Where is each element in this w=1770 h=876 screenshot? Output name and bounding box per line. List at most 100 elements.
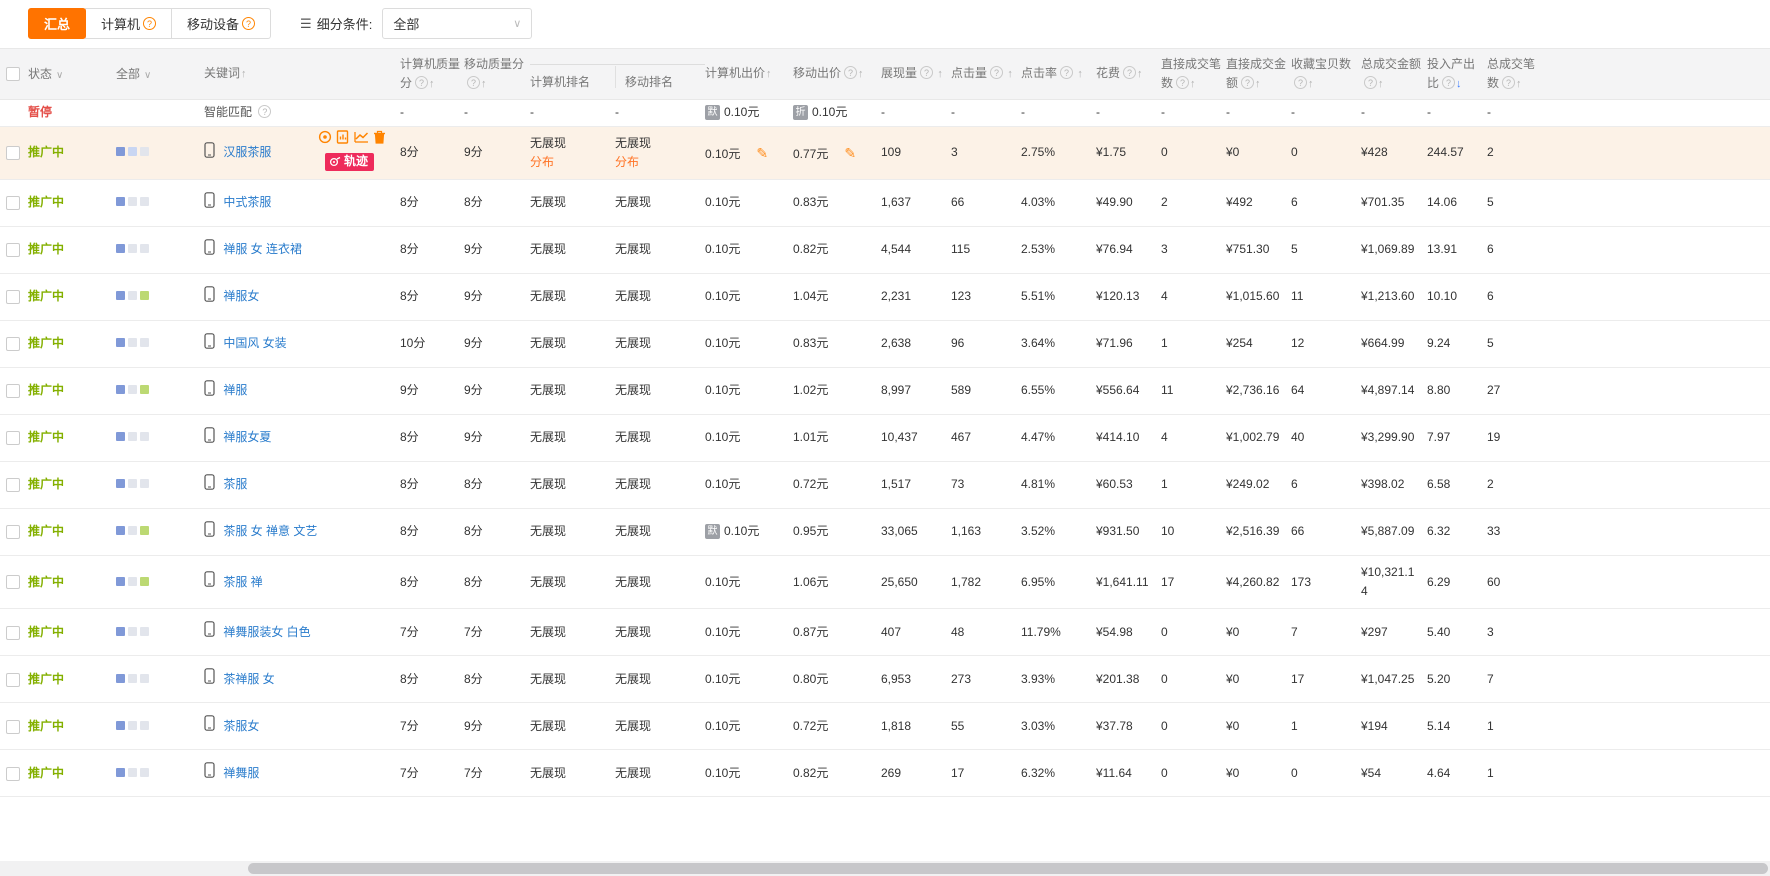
total-orders-value: 5 [1487,336,1494,351]
computer-bid-value: 0.10元 [705,336,741,351]
help-icon[interactable]: ? [1442,75,1456,89]
help-icon[interactable]: ? [1502,75,1516,89]
row-checkbox[interactable] [6,290,20,305]
keyword-link[interactable]: 禅服女 [223,289,260,304]
keyword-link[interactable]: 汉服茶服 [223,145,272,160]
sort-up-icon[interactable]: ↑ [429,77,435,90]
row-checkbox[interactable] [6,525,20,540]
total-orders-value: 5 [1487,195,1494,210]
help-icon[interactable]: ? [1176,75,1190,89]
row-checkbox[interactable] [6,243,20,258]
help-icon[interactable]: ? [467,75,480,89]
keyword-link[interactable]: 茶服 女 禅意 文艺 [223,524,318,539]
keyword-link[interactable]: 禅服女夏 [223,430,272,445]
sort-up-icon[interactable]: ↑ [766,68,772,81]
mobile-rank-value: 无展现 [615,242,652,257]
row-checkbox[interactable] [6,672,20,687]
mobile-bid-value: 0.95元 [793,524,829,539]
rank-distribution-link[interactable]: 分布 [530,154,555,169]
chevron-down-icon[interactable]: ∨ [56,69,64,81]
row-checkbox[interactable] [6,478,20,493]
help-icon[interactable]: ? [990,66,1004,80]
mobile-device-icon [204,286,215,308]
sort-up-icon[interactable]: ↑ [1137,68,1143,81]
sort-up-icon[interactable]: ↑ [858,68,864,81]
help-icon[interactable]: ? [242,17,256,30]
edit-bid-icon[interactable]: ✎ [844,144,857,161]
row-checkbox[interactable] [6,575,20,590]
header-keyword: 关键词 [204,66,241,81]
sort-up-icon[interactable]: ↑ [1516,77,1522,90]
keyword-link[interactable]: 茶禅服 女 [223,671,275,686]
sort-up-icon[interactable]: ↑ [481,77,487,90]
row-checkbox[interactable] [6,719,20,734]
help-icon[interactable]: ? [844,66,858,80]
keyword-link[interactable]: 茶服 [223,477,248,492]
keyword-link[interactable]: 禅服 [223,383,248,398]
clicks-value: 1,163 [951,524,982,539]
select-all-checkbox[interactable] [6,67,20,82]
row-checkbox[interactable] [6,625,20,640]
keyword-link[interactable]: 茶服女 [223,718,260,733]
row-checkbox[interactable] [6,384,20,399]
computer-quality-value: 10分 [400,336,426,351]
filter-select[interactable]: 全部 ∨ [382,8,533,39]
help-icon[interactable]: ? [1060,66,1074,80]
help-icon[interactable]: ? [1123,66,1137,80]
tab-mobile[interactable]: 移动设备 ? [171,8,272,39]
mobile-bid-value: 0.72元 [793,718,829,733]
tab-computer[interactable]: 计算机 ? [85,8,173,39]
row-checkbox[interactable] [6,146,20,161]
help-icon[interactable]: ? [258,104,272,118]
help-icon[interactable]: ? [1364,75,1377,89]
row-checkbox[interactable] [6,431,20,446]
sort-up-icon[interactable]: ↑ [1308,77,1314,90]
horizontal-scrollbar-thumb[interactable] [248,863,1768,874]
report-icon[interactable] [336,129,350,150]
keyword-link[interactable]: 茶服 禅 [223,574,263,589]
mobile-rank-value: 无展现 [615,477,652,492]
total-amount-value: ¥3,299.90 [1361,430,1415,445]
keyword-link[interactable]: 禅服 女 连衣裙 [223,242,303,257]
trash-icon[interactable] [373,130,386,150]
cost-value: ¥1.75 [1096,145,1127,160]
impressions-value: 33,065 [881,524,918,539]
help-icon[interactable]: ? [920,66,934,80]
row-checkbox[interactable] [6,766,20,781]
row-checkbox[interactable] [6,196,20,211]
direct-amount-value: - [1226,105,1230,120]
keyword-link[interactable]: 中国风 女装 [223,336,287,351]
help-icon[interactable]: ? [143,17,157,30]
help-icon[interactable]: ? [1241,75,1255,89]
target-bid-icon[interactable] [318,130,332,150]
sort-up-icon[interactable]: ↑ [937,68,943,81]
status-badge: 推广中 [28,671,65,686]
sort-up-icon[interactable]: ↑ [1077,68,1083,81]
ctr-value: 3.03% [1021,718,1056,733]
sort-up-icon[interactable]: ↑ [1007,68,1013,81]
track-badge[interactable]: 轨迹 [325,152,375,171]
clicks-value: 96 [951,336,965,351]
edit-bid-icon[interactable]: ✎ [756,144,769,161]
sort-up-icon[interactable]: ↑ [241,68,247,81]
tab-summary[interactable]: 汇总 [28,8,87,39]
direct-amount-value: ¥1,002.79 [1226,430,1280,445]
help-icon[interactable]: ? [415,75,429,89]
trend-chart-icon[interactable] [354,130,369,150]
sort-up-icon[interactable]: ↑ [1378,77,1384,90]
keyword-link[interactable]: 禅舞服装女 白色 [223,624,311,639]
sort-up-icon[interactable]: ↑ [1190,77,1196,90]
status-badge: 推广中 [28,574,65,589]
chevron-down-icon[interactable]: ∨ [144,69,152,81]
help-icon[interactable]: ? [1294,75,1307,89]
keyword-link[interactable]: 中式茶服 [223,195,272,210]
direct-orders-value: 0 [1161,145,1168,160]
row-checkbox[interactable] [6,337,20,352]
keyword-link[interactable]: 智能匹配 [204,105,253,120]
keyword-link[interactable]: 禅舞服 [223,765,260,780]
rank-distribution-link[interactable]: 分布 [615,154,640,169]
sort-down-icon[interactable]: ↓ [1456,77,1462,90]
sort-up-icon[interactable]: ↑ [1255,77,1261,90]
total-orders-value: 6 [1487,242,1494,257]
bid-default-badge: 默 [705,524,720,540]
